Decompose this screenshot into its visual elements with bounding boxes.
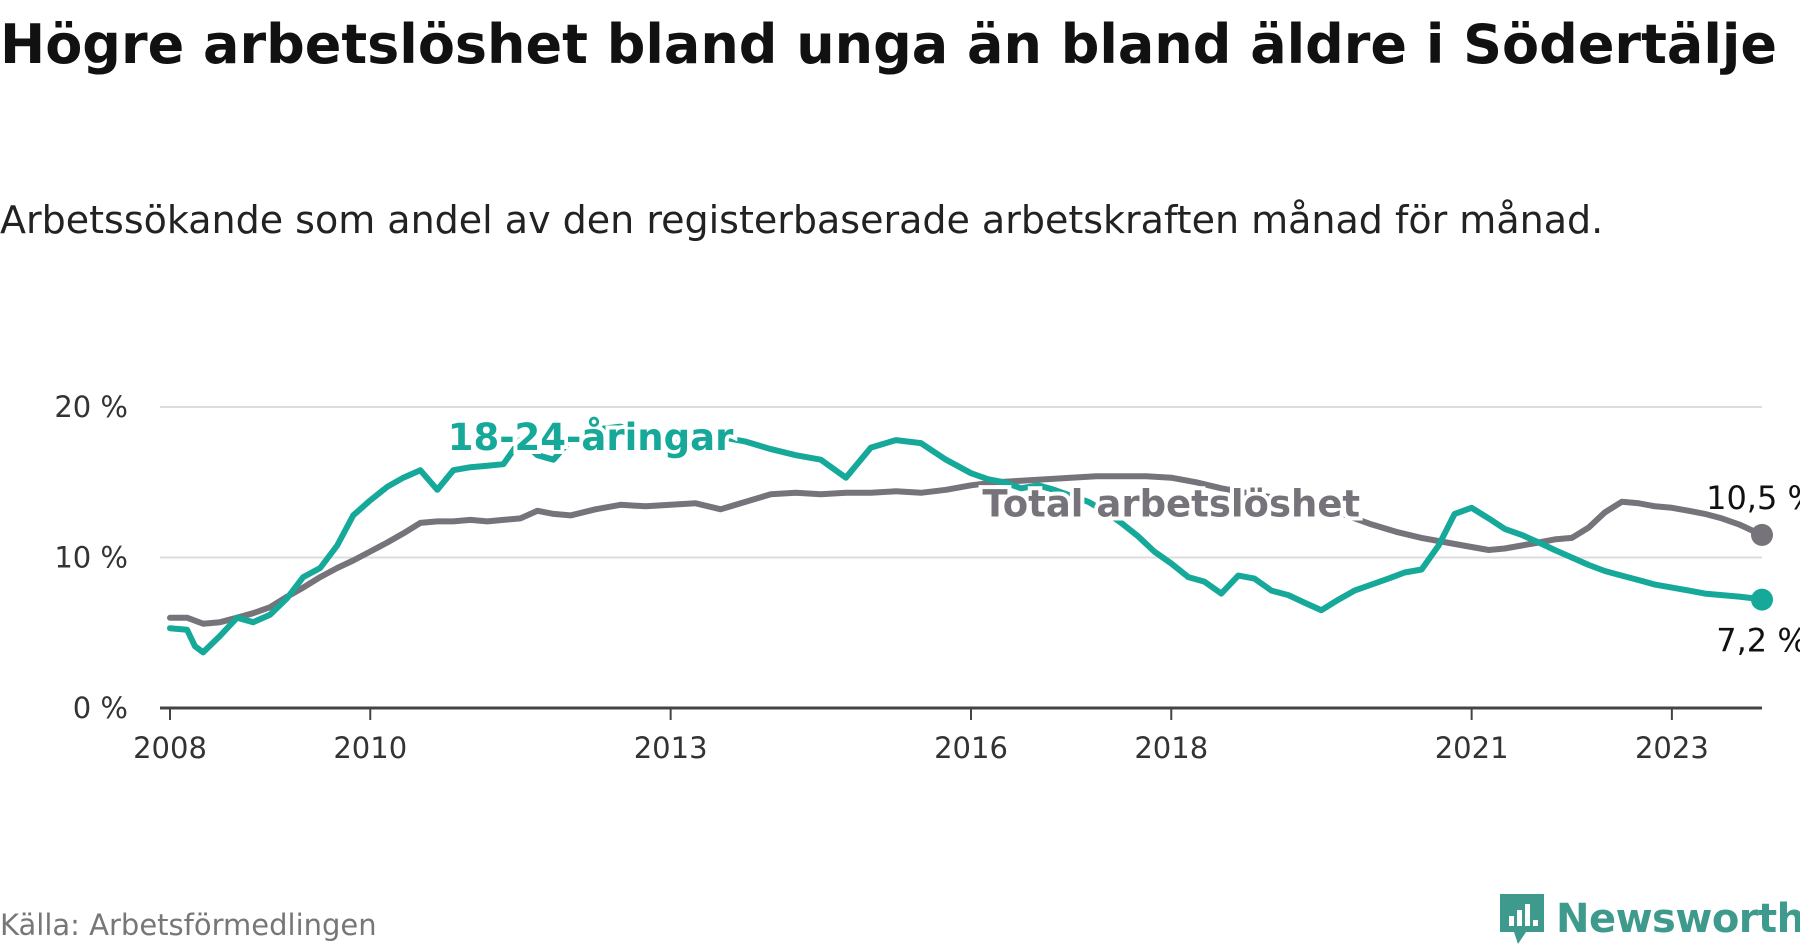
- total-series-end-point: [1751, 523, 1773, 546]
- y-tick-label: 10 %: [54, 541, 128, 575]
- series-lines: [167, 423, 1773, 656]
- chart-subtitle: Arbetssökande som andel av den registerb…: [0, 198, 1604, 242]
- young-series-end-point: [1751, 588, 1773, 611]
- brand-logo: Newsworthy: [1496, 890, 1800, 948]
- young-series-label: 18-24-åringar: [448, 416, 734, 459]
- x-axis-ticks: 2008 2010 2013 2016 2018 2021 2023: [133, 708, 1709, 765]
- y-tick-label: 0 %: [73, 691, 128, 725]
- total-series-line: [167, 473, 1765, 627]
- grid-lines: [160, 406, 1762, 559]
- x-tick-label: 2021: [1435, 731, 1509, 765]
- source-note: Källa: Arbetsförmedlingen: [0, 908, 377, 942]
- total-end-label: 10,5 %: [1706, 479, 1800, 517]
- x-tick-label: 2008: [133, 731, 207, 765]
- young-end-label: 7,2 %: [1716, 622, 1800, 660]
- x-tick-label: 2016: [934, 731, 1008, 765]
- young-series-line: [167, 423, 1765, 656]
- y-axis-ticks: 0 % 10 % 20 %: [54, 390, 128, 725]
- y-tick-label: 20 %: [54, 390, 128, 424]
- x-tick-label: 2013: [634, 731, 708, 765]
- total-series-label: Total arbetslöshet: [982, 482, 1360, 525]
- newsworthy-icon: [1500, 894, 1544, 944]
- x-tick-label: 2010: [333, 731, 407, 765]
- brand-name: Newsworthy: [1556, 896, 1800, 942]
- x-tick-label: 2023: [1635, 731, 1709, 765]
- chart-title: Högre arbetslöshet bland unga än bland ä…: [0, 13, 1777, 76]
- x-tick-label: 2018: [1134, 731, 1208, 765]
- series-labels: 18-24-åringar Total arbetslöshet 10,5 % 7,2…: [444, 412, 1800, 660]
